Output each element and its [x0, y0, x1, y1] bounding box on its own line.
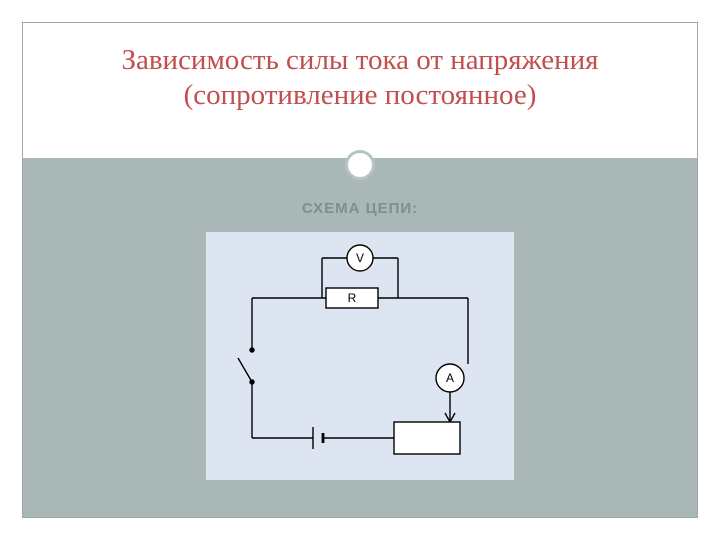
slide-subtitle: СХЕМА ЦЕПИ:: [0, 200, 720, 217]
circuit-diagram-panel: R V A: [206, 232, 514, 480]
circuit-diagram: R V A: [206, 232, 514, 480]
slide-title: Зависимость силы тока от напряжения (соп…: [40, 43, 680, 113]
slide: Зависимость силы тока от напряжения (соп…: [0, 0, 720, 540]
decorative-ring: [345, 150, 375, 180]
svg-text:V: V: [356, 251, 364, 265]
svg-text:R: R: [348, 291, 357, 305]
svg-text:A: A: [446, 371, 454, 385]
